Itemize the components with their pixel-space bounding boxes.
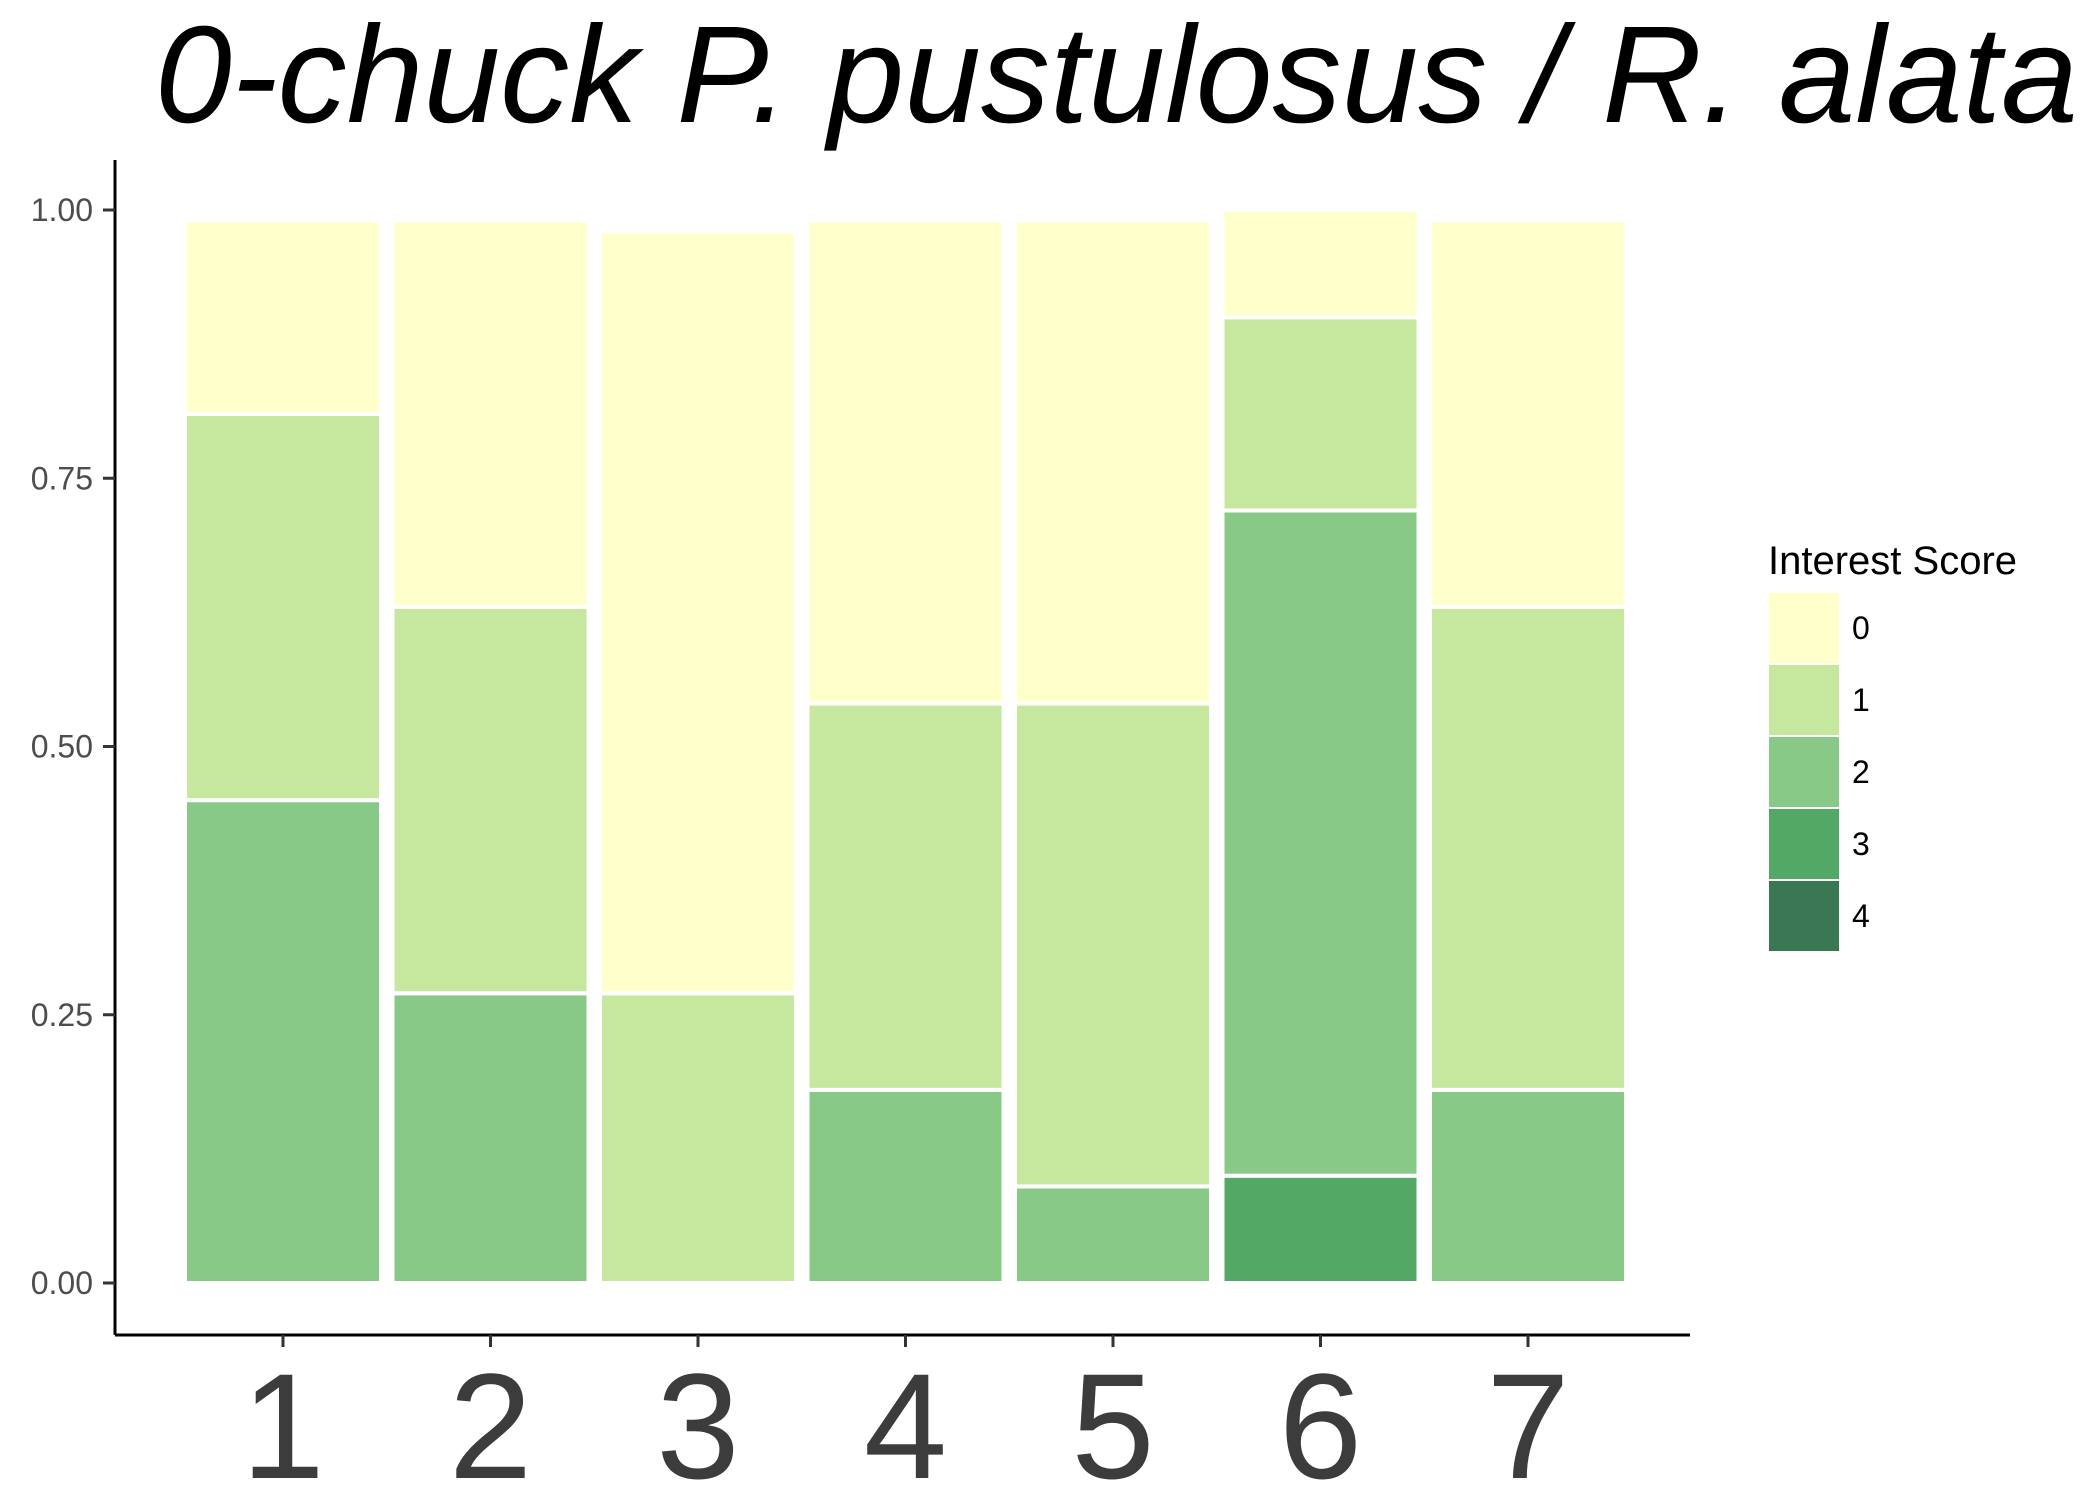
bar-segment [805,701,1006,1092]
bar-segment [598,229,798,996]
bar-segment [1013,701,1213,1189]
x-tick-label: 3 [656,1342,739,1500]
bar-segment [1220,208,1421,320]
bar-segment [1428,218,1628,610]
y-tick-label: 0.25 [31,997,93,1033]
legend-label: 2 [1852,754,1870,790]
x-tick-label: 4 [864,1342,947,1500]
legend-swatch [1767,879,1841,953]
bar-segment [390,991,591,1285]
legend-label: 0 [1852,610,1870,646]
bar-segment [1220,1173,1421,1285]
bar-segment [598,991,798,1285]
plot-area [183,208,1628,1286]
legend-swatch [1767,663,1841,737]
bar-segment [1013,218,1213,706]
y-tick-label: 0.00 [31,1265,93,1301]
y-tick-label: 0.50 [31,729,93,765]
chart-title: 0-chuck P. pustulosus / R. alata [155,0,2078,152]
bar-segment [1428,1087,1628,1285]
legend-title: Interest Score [1768,539,2017,583]
legend: Interest Score 0 1 2 3 4 [1767,539,2017,953]
y-tick-label: 0.75 [31,460,93,496]
bar-segment [390,218,591,610]
x-tick-label: 7 [1486,1342,1569,1500]
legend-swatch [1767,591,1841,665]
bar-segment [1220,315,1421,513]
x-tick-label: 5 [1071,1342,1154,1500]
bar-segment [805,218,1006,706]
bar-segment [183,798,383,1286]
x-tick-label: 1 [241,1342,324,1500]
bar-segment [183,411,383,803]
y-tick-label: 1.00 [31,192,93,228]
bar-segment [1013,1184,1213,1286]
legend-swatch [1767,735,1841,809]
legend-label: 1 [1852,682,1870,718]
bar-segment [805,1087,1006,1285]
bar-segment [183,218,383,416]
bar-segment [390,605,591,996]
x-tick-label: 2 [449,1342,532,1500]
y-axis: 0.00 0.25 0.50 0.75 1.00 [31,160,117,1335]
legend-label: 4 [1852,898,1870,934]
bar-segment [1220,508,1421,1178]
legend-label: 3 [1852,826,1870,862]
legend-swatch [1767,807,1841,881]
bar-segment [1428,605,1628,1092]
x-tick-label: 6 [1279,1342,1362,1500]
